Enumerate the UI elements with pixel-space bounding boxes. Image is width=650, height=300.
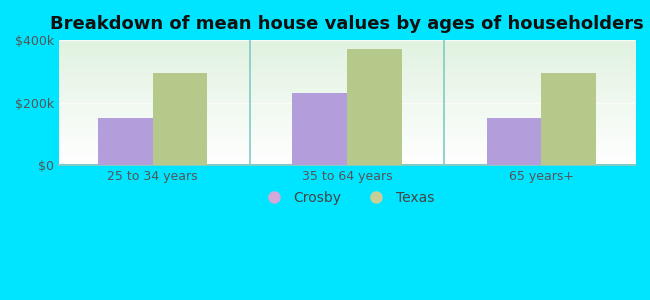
Bar [153,73,207,165]
Bar [541,73,596,165]
Bar [347,50,402,165]
Bar [98,118,153,165]
Title: Breakdown of mean house values by ages of householders: Breakdown of mean house values by ages o… [50,15,644,33]
Legend: Crosby, Texas: Crosby, Texas [255,185,439,210]
Bar [487,118,541,165]
Bar [292,93,347,165]
